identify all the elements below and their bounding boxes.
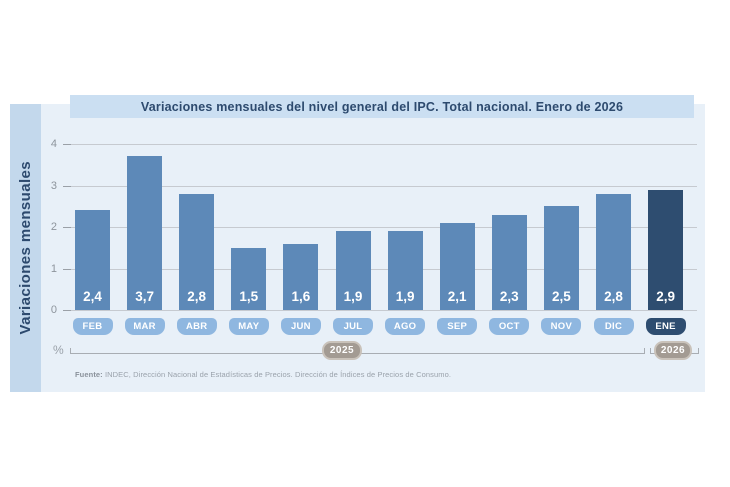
bar-value-label: 2,3: [499, 288, 519, 304]
month-pill-may: MAY: [228, 318, 269, 335]
chart-panel: 0 1 2 3 4 2,4 FEB 3,7 MAR 2,8 ABR 1,5 MAY 1,6 JUN 1,9 JU…: [41, 104, 705, 392]
year-pill-2025: 2025: [322, 341, 362, 360]
bar-oct: 2,3: [491, 214, 527, 310]
bar-value-label: 1,9: [343, 288, 363, 304]
month-pill-jun: JUN: [280, 318, 321, 335]
y-axis-tick-2: 2: [50, 221, 57, 233]
month-pill-mar: MAR: [124, 318, 165, 335]
bar-dic: 2,8: [596, 193, 631, 310]
vertical-axis-label: Variaciones mensuales: [17, 161, 34, 335]
month-pill-feb: FEB: [72, 318, 113, 335]
bar-value-label: 2,9: [656, 288, 675, 304]
month-pill-nov: NOV: [541, 318, 582, 335]
year-pill-2026: 2026: [654, 341, 692, 360]
gridline-y3: [63, 185, 697, 187]
month-pill-sep: SEP: [437, 318, 478, 335]
bar-value-label: 2,5: [552, 289, 571, 304]
bar-value-label: 3,7: [135, 288, 154, 304]
plot-area: 0 1 2 3 4 2,4 FEB 3,7 MAR 2,8 ABR 1,5 MAY 1,6 JUN 1,9 JU…: [41, 104, 705, 392]
gridline-y4: [63, 144, 697, 145]
bar-ago: 1,9: [387, 231, 423, 310]
y-axis-tick-1: 1: [50, 262, 57, 275]
bar-feb: 2,4: [75, 210, 110, 310]
gridline-y1: [63, 268, 697, 270]
gridline-y0: [63, 310, 697, 311]
source-note: Fuente: INDEC, Dirección Nacional de Est…: [75, 370, 451, 379]
percent-axis-label: %: [53, 343, 64, 357]
chart-title-bar: Variaciones mensuales del nivel general …: [70, 95, 694, 118]
month-pill-ago: AGO: [385, 318, 426, 335]
bar-value-label: 2,1: [447, 288, 467, 304]
bar-value-label: 2,4: [83, 288, 102, 304]
y-axis-tick-3: 3: [50, 179, 57, 192]
bar-value-label: 2,8: [187, 288, 207, 304]
y-axis-tick-4: 4: [50, 138, 57, 150]
bar-nov: 2,5: [543, 206, 579, 310]
month-pill-oct: OCT: [489, 318, 530, 335]
month-pill-ene: ENE: [645, 318, 686, 335]
bar-abr: 2,8: [179, 193, 215, 310]
month-pill-abr: ABR: [176, 318, 217, 335]
bar-value-label: 1,5: [239, 289, 259, 304]
source-note-text: INDEC, Dirección Nacional de Estadística…: [102, 370, 452, 379]
bar-value-label: 1,9: [395, 288, 415, 304]
bar-value-label: 2,8: [604, 288, 623, 304]
bar-jun: 1,6: [283, 243, 319, 310]
y-axis-tick-0: 0: [50, 304, 57, 316]
month-pill-jul: JUL: [333, 318, 373, 335]
vertical-axis-band: Variaciones mensuales: [10, 104, 41, 392]
bar-jul: 1,9: [335, 231, 371, 310]
bar-may: 1,5: [231, 247, 267, 310]
gridline-y2: [63, 227, 697, 228]
source-note-label: Fuente:: [75, 370, 103, 379]
month-pill-dic: DIC: [593, 318, 634, 335]
bar-ene: 2,9: [648, 189, 684, 310]
bar-mar: 3,7: [127, 156, 163, 310]
bar-value-label: 1,6: [291, 288, 311, 304]
chart-title: Variaciones mensuales del nivel general …: [140, 99, 624, 114]
bar-sep: 2,1: [439, 222, 475, 310]
